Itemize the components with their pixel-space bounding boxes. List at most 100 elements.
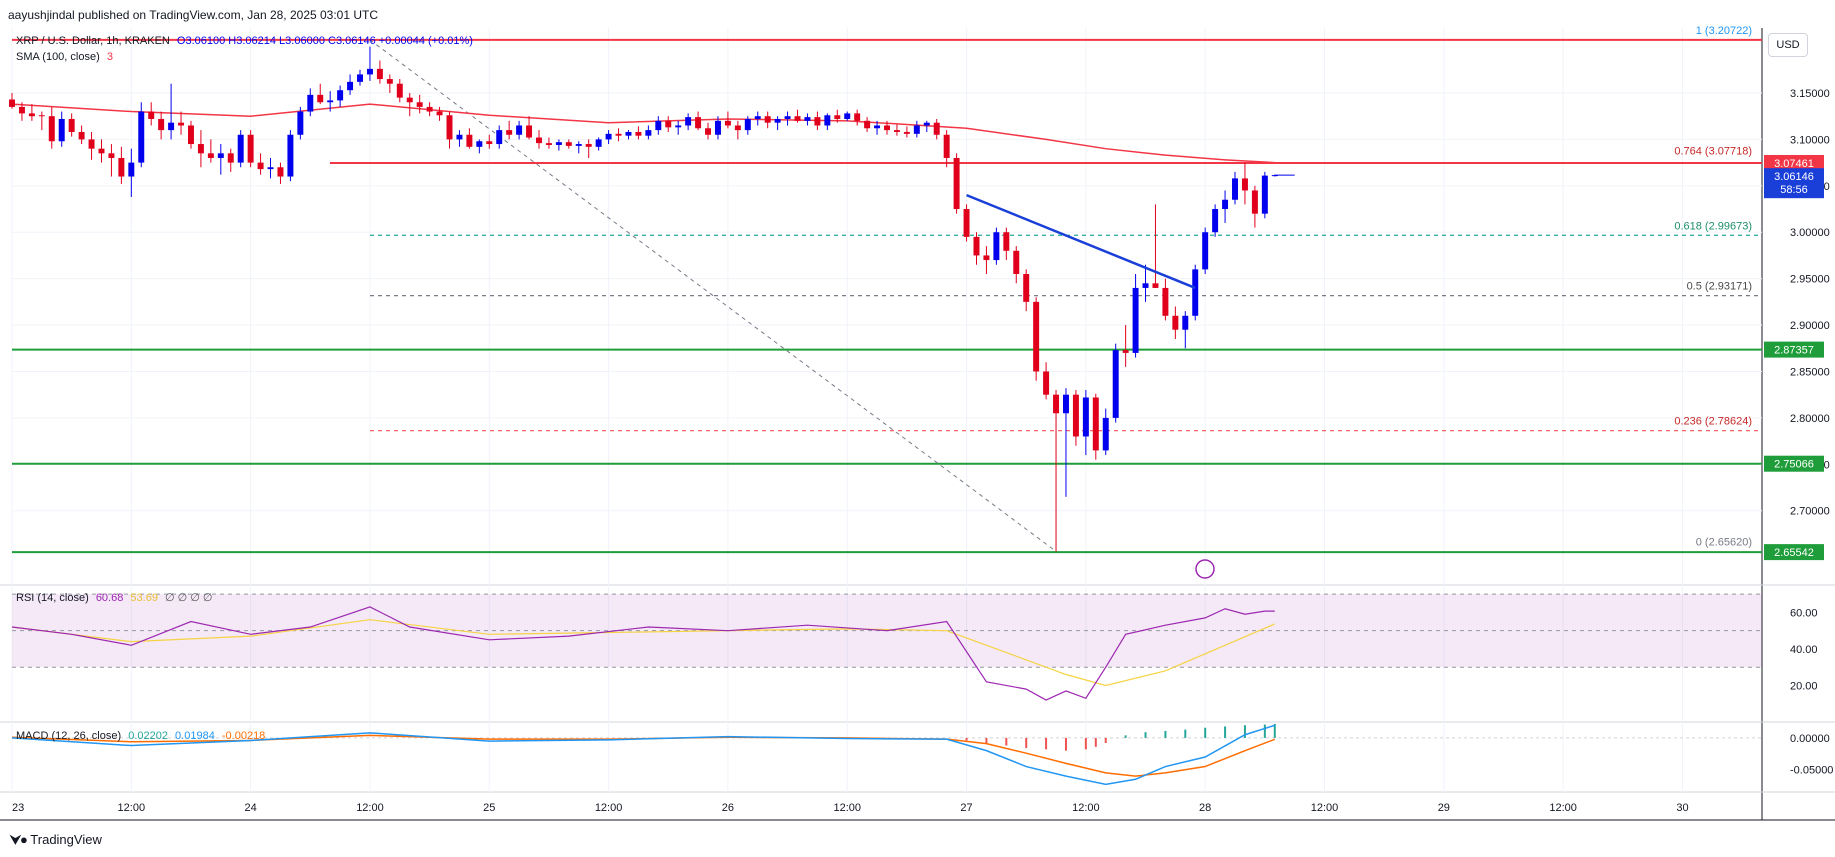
macd-line-value: 0.01984: [175, 730, 215, 742]
candle-body: [655, 120, 662, 131]
x-tick-label: 12:00: [118, 802, 146, 814]
candle-body: [486, 141, 493, 145]
x-tick-label: 12:00: [595, 802, 623, 814]
sma-label: SMA (100, close): [16, 51, 100, 63]
candle-body: [575, 144, 582, 146]
ohlc-values: O3.06100 H3.06214 L3.06000 C3.06146 +0.0…: [176, 35, 473, 47]
candle-body: [754, 116, 761, 119]
symbol-legend: XRP / U.S. Dollar, 1h, KRAKEN O3.06100 H…: [16, 35, 477, 47]
candle-body: [1062, 394, 1069, 414]
current-price-label: 3.06146: [1774, 171, 1814, 183]
symbol-title: XRP / U.S. Dollar, 1h, KRAKEN: [16, 35, 170, 47]
candle-body: [1142, 283, 1149, 288]
x-tick-label: 28: [1199, 802, 1211, 814]
candle-body: [884, 125, 890, 131]
candle-body: [1122, 350, 1129, 353]
x-tick-label: 12:00: [1072, 802, 1100, 814]
candle-body: [108, 153, 115, 158]
candle-body: [734, 125, 741, 131]
candle-body: [1112, 350, 1119, 418]
macd-legend[interactable]: MACD (12, 26, close) 0.02202 0.01984 -0.…: [16, 730, 269, 742]
y-tick-label: 2.70000: [1790, 506, 1830, 518]
fib-diagonal-line: [369, 39, 1057, 552]
candle-body: [625, 131, 632, 136]
fib-level-label: 0.236 (2.78624): [1674, 416, 1752, 428]
candle-body: [685, 117, 692, 126]
candle-body: [545, 143, 552, 145]
current-price-tag: [1764, 168, 1824, 199]
candle-body: [257, 162, 264, 170]
candle-body: [168, 122, 175, 131]
candle-body: [376, 68, 383, 80]
rsi-tick-label: 40.00: [1790, 644, 1818, 656]
x-tick-label: 26: [722, 802, 734, 814]
fib-level-label: 0.618 (2.99673): [1674, 220, 1752, 232]
candle-body: [406, 97, 413, 103]
candle-body: [565, 142, 572, 146]
candle-body: [506, 130, 513, 135]
candle-body: [287, 134, 294, 177]
y-tick-label: 3.15000: [1790, 88, 1830, 100]
macd-tick-label: -0.05000: [1790, 765, 1833, 777]
candle-body: [28, 113, 35, 117]
candle-body: [1053, 394, 1060, 414]
candle-body: [148, 111, 155, 119]
candle-body: [615, 133, 622, 136]
rsi-ma-line: [11, 619, 1276, 687]
candle-body: [953, 157, 960, 210]
candle-body: [357, 74, 363, 82]
candle-body: [695, 117, 702, 129]
x-tick-label: 12:00: [1311, 802, 1339, 814]
candle-body: [1043, 371, 1050, 395]
rsi-value: 60.68: [95, 592, 124, 604]
candle-body: [1212, 209, 1219, 233]
candle-body: [714, 120, 721, 135]
candle-body: [744, 118, 751, 131]
candle-body: [1162, 287, 1169, 316]
candle-body: [605, 133, 612, 140]
candle-body: [665, 120, 672, 128]
price-axis-tag: [1764, 341, 1824, 358]
candle-body: [297, 111, 304, 135]
candle-body: [814, 117, 821, 126]
candle-body: [1033, 301, 1040, 372]
y-tick-label: 3.00000: [1790, 227, 1830, 239]
candle-body: [128, 162, 135, 177]
price-axis-tag-label: 2.65542: [1774, 547, 1814, 559]
fib-level-label: 0.5 (2.93171): [1687, 281, 1752, 293]
countdown-label: 58:56: [1780, 184, 1808, 196]
candle-body: [1102, 417, 1109, 451]
macd-label: MACD (12, 26, close): [16, 730, 122, 742]
macd-signal-line: [11, 734, 1276, 777]
sma-legend[interactable]: SMA (100, close) 3: [16, 51, 117, 63]
candle-body: [933, 122, 940, 135]
candle-body: [337, 90, 344, 101]
candle-body: [18, 106, 25, 114]
candle-body: [386, 79, 393, 84]
brand-text: TradingView: [30, 832, 102, 847]
x-tick-label: 25: [483, 802, 495, 814]
rsi-legend[interactable]: RSI (14, close) 60.68 53.69 ∅ ∅ ∅ ∅: [16, 591, 217, 604]
candle-body: [804, 117, 811, 121]
sma-value: 3: [106, 51, 113, 63]
candle-body: [1192, 269, 1199, 316]
candle-body: [555, 142, 562, 145]
candle-body: [893, 130, 900, 132]
y-tick-label: 2.80000: [1790, 413, 1830, 425]
candle-body: [1082, 397, 1089, 437]
macd-line: [11, 724, 1276, 786]
candle-body: [1251, 190, 1258, 214]
candle-body: [1222, 199, 1229, 210]
candle-body: [1013, 250, 1020, 275]
tradingview-branding[interactable]: ⮟● TradingView: [10, 832, 102, 848]
candle-body: [595, 139, 602, 147]
alert-lightning-icon: [1195, 559, 1215, 579]
x-tick-label: 12:00: [356, 802, 384, 814]
candle-body: [913, 125, 920, 134]
candle-body: [197, 144, 204, 154]
candle-body: [496, 130, 503, 145]
currency-button[interactable]: USD: [1768, 33, 1808, 57]
macd-tick-label: 0.00000: [1790, 733, 1830, 745]
candle-body: [9, 99, 15, 107]
